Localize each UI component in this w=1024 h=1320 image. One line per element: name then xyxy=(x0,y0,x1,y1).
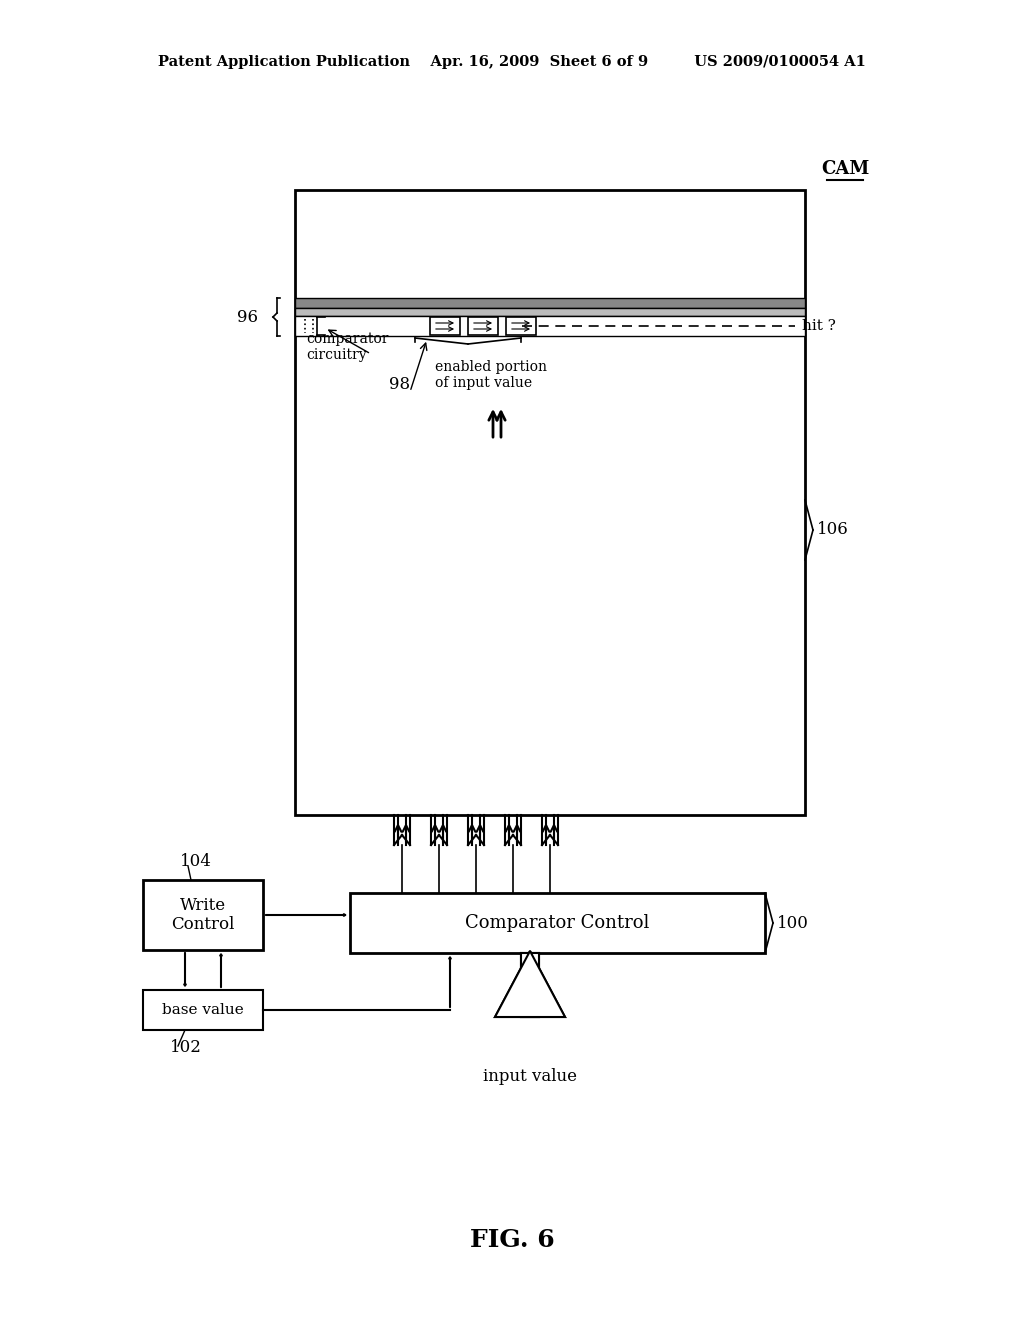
Bar xyxy=(521,953,539,1016)
Polygon shape xyxy=(495,950,565,1016)
Text: 100: 100 xyxy=(777,915,809,932)
Text: Write
Control: Write Control xyxy=(171,896,234,933)
Bar xyxy=(143,880,263,950)
Bar xyxy=(295,315,805,337)
Text: 96: 96 xyxy=(237,309,258,326)
Polygon shape xyxy=(495,950,565,1016)
Bar xyxy=(430,317,460,335)
Text: hit ?: hit ? xyxy=(802,319,836,333)
Bar xyxy=(295,308,805,315)
Bar xyxy=(468,317,498,335)
Bar xyxy=(295,298,805,308)
Bar xyxy=(295,190,805,814)
Text: 98: 98 xyxy=(389,376,411,393)
Bar xyxy=(350,894,765,953)
Text: FIG. 6: FIG. 6 xyxy=(470,1228,554,1251)
Text: enabled portion
of input value: enabled portion of input value xyxy=(435,360,547,391)
Bar xyxy=(506,317,536,335)
Bar xyxy=(521,953,539,1016)
Text: 104: 104 xyxy=(180,854,212,870)
Text: input value: input value xyxy=(483,1068,577,1085)
Bar xyxy=(143,990,263,1030)
Text: 106: 106 xyxy=(817,521,849,539)
Text: CAM: CAM xyxy=(821,160,869,178)
Text: Patent Application Publication    Apr. 16, 2009  Sheet 6 of 9         US 2009/01: Patent Application Publication Apr. 16, … xyxy=(158,55,866,69)
Text: base value: base value xyxy=(162,1003,244,1016)
Text: 102: 102 xyxy=(170,1040,202,1056)
Text: comparator
circuitry: comparator circuitry xyxy=(306,333,388,362)
Text: Comparator Control: Comparator Control xyxy=(465,913,649,932)
